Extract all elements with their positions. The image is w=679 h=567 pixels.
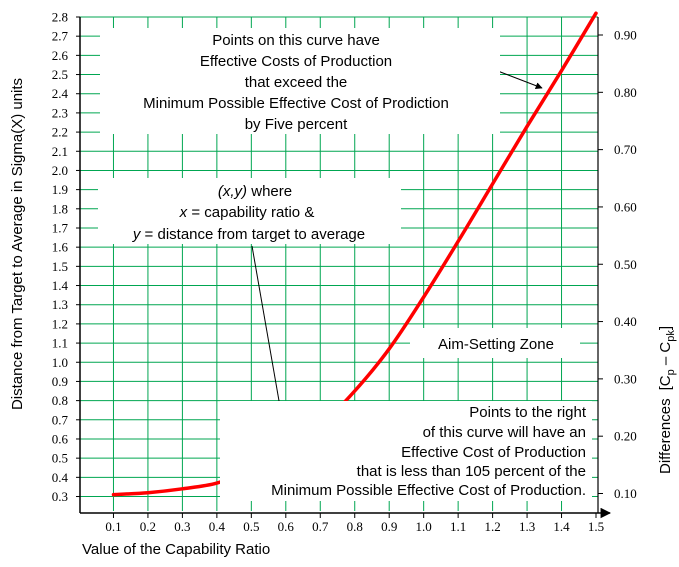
y2-tick-label: 0.80 [614,85,637,100]
bottom-annotation-line: Effective Cost of Production [401,444,586,461]
y-tick-label: 2.5 [52,67,68,82]
top-annotation-line: that exceed the [245,74,348,91]
middle-annotation-line: (x,y) where [218,183,292,200]
x-tick-label: 0.7 [312,519,329,534]
bottom-annotation-line: Minimum Possible Effective Cost of Produ… [271,482,586,499]
y-tick-label: 0.8 [52,393,68,408]
top-annotation-line: Points on this curve have [212,32,380,49]
x-tick-label: 1.2 [484,519,500,534]
y-tick-label: 0.7 [52,412,69,427]
x-axis-title: Value of the Capability Ratio [82,541,270,558]
top-annotation-line: Minimum Possible Effective Cost of Prodi… [143,95,449,112]
x-tick-label: 0.8 [347,519,363,534]
top-annotation-line: by Five percent [245,116,348,133]
y2-tick-label: 0.20 [614,429,637,444]
y-tick-label: 2.2 [52,125,68,140]
bottom-annotation-line: of this curve will have an [423,424,586,441]
y-tick-label: 1.4 [52,278,69,293]
bottom-annotation-line: Points to the right [469,404,587,421]
y-tick-label: 2.3 [52,105,68,120]
middle-annotation-bg [98,178,401,244]
x-tick-label: 1.1 [450,519,466,534]
y2-tick-label: 0.40 [614,314,637,329]
middle-annotation-line: y = distance from target to average [132,226,365,243]
top-annotation-line: Effective Costs of Production [200,53,392,70]
x-tick-label: 0.2 [140,519,156,534]
zone-label-bg [410,328,580,358]
bottom-annotation-bg [220,401,592,501]
middle-annotation: (x,y) where x = capability ratio & y = d… [132,183,365,243]
y-tick-label: 2.7 [52,29,69,44]
y-tick-label: 1.6 [52,240,69,255]
y-tick-label: 1.2 [52,316,68,331]
y-tick-label: 0.5 [52,451,68,466]
x-tick-label: 0.4 [209,519,226,534]
y2-tick-label: 0.50 [614,257,637,272]
middle-annotation-line: x = capability ratio & [179,204,315,221]
x-tick-label: 0.3 [174,519,190,534]
x-tick-label: 1.4 [553,519,570,534]
y-tick-label: 2.0 [52,163,68,178]
x-tick-label: 0.5 [243,519,259,534]
y2-tick-label: 0.10 [614,486,637,501]
y-tick-label: 1.5 [52,259,68,274]
series-line [111,11,598,497]
y-tick-label: 0.6 [52,431,69,446]
tick-labels: 0.3 0.4 0.5 0.6 0.7 0.8 0.9 1.0 1.1 1.2 1.3 1.4 1.5 1… [52,10,637,535]
y-tick-label: 1.1 [52,336,68,351]
x-tick-label: 1.3 [519,519,535,534]
y-tick-label: 1.3 [52,297,68,312]
x-tick-label: 0.6 [278,519,295,534]
y-tick-label: 2.1 [52,144,68,159]
y2-tick-label: 0.90 [614,28,637,43]
y-tick-label: 1.9 [52,182,68,197]
y-tick-label: 2.6 [52,48,69,63]
top-annotation-bg [100,28,500,134]
y-tick-label: 0.3 [52,489,68,504]
y-tick-label: 1.0 [52,355,68,370]
right-axis-title-word: Differences [657,398,674,474]
right-axis-title: Differences[Cp – Cpk] [657,326,677,474]
bottom-annotation: Points to the right of this curve will h… [271,404,587,499]
y-tick-label: 2.8 [52,10,68,25]
zone-label: Aim-Setting Zone [438,336,554,353]
y2-tick-label: 0.30 [614,371,637,386]
y-tick-label: 1.8 [52,201,68,216]
x-tick-label: 1.5 [588,519,604,534]
top-annotation: Points on this curve have Effective Cost… [143,32,449,133]
x-tick-label: 0.9 [381,519,397,534]
x-tick-label: 1.0 [416,519,432,534]
y2-tick-label: 0.60 [614,199,637,214]
y2-tick-label: 0.70 [614,142,637,157]
y-tick-label: 0.9 [52,374,68,389]
y-tick-label: 1.7 [52,220,69,235]
y-tick-label: 0.4 [52,470,69,485]
bottom-annotation-line: that is less than 105 percent of the [357,463,586,480]
axes [76,16,612,519]
x-tick-label: 0.1 [105,519,121,534]
y-axis-title: Distance from Target to Average in Sigma… [9,78,26,410]
y-tick-label: 2.4 [52,86,69,101]
